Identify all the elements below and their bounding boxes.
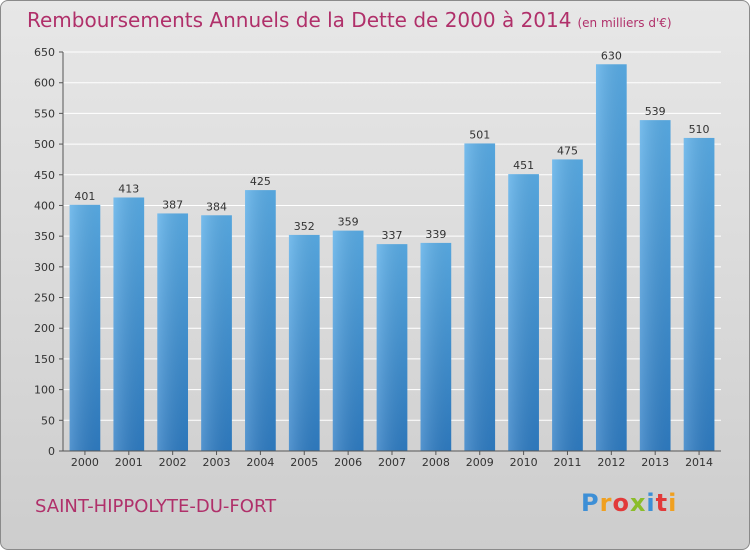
logo-letter: t [655, 489, 669, 517]
value-label-2009: 501 [469, 128, 490, 141]
x-tick-label: 2002 [159, 456, 187, 469]
x-tick-label: 2012 [597, 456, 625, 469]
value-label-2002: 387 [162, 198, 183, 211]
chart-unit-note: (en milliers d'€) [577, 16, 672, 30]
value-label-2000: 401 [74, 190, 95, 203]
y-tick-label: 350 [34, 230, 55, 243]
x-tick-label: 2006 [334, 456, 362, 469]
value-label-2003: 384 [206, 200, 227, 213]
x-tick-label: 2009 [466, 456, 494, 469]
value-label-2013: 539 [645, 105, 666, 118]
y-tick-labels: 0 50 100 150 200 250 300 350 400 450 500 550 600 650 [34, 46, 55, 458]
y-tick-label: 150 [34, 353, 55, 366]
bar-shine-2007 [376, 244, 408, 451]
y-tick-label: 100 [34, 384, 55, 397]
bars [69, 64, 715, 452]
x-tick-label: 2011 [553, 456, 581, 469]
chart-title-text: Remboursements Annuels de la Dette de 20… [27, 8, 572, 32]
value-label-2006: 359 [338, 216, 359, 229]
value-label-2001: 413 [118, 182, 139, 195]
bar-shine-2001 [113, 197, 145, 451]
bar-shine-2004 [245, 190, 276, 451]
x-tick-label: 2004 [246, 456, 274, 469]
y-tick-label: 450 [34, 169, 55, 182]
bar-shine-2005 [288, 234, 320, 451]
y-tick-label: 500 [34, 138, 55, 151]
bar-shine-2000 [69, 204, 101, 451]
value-label-2011: 475 [557, 144, 578, 157]
y-tick-label: 50 [41, 414, 55, 427]
x-tick-label: 2014 [685, 456, 713, 469]
x-tick-label: 2013 [641, 456, 669, 469]
x-tick-label: 2000 [71, 456, 99, 469]
y-tick-label: 0 [48, 445, 55, 458]
value-label-2014: 510 [689, 123, 710, 136]
value-label-2004: 425 [250, 175, 271, 188]
chart-title: Remboursements Annuels de la Dette de 20… [27, 8, 672, 32]
value-label-2007: 337 [382, 229, 403, 242]
x-tick-label: 2010 [510, 456, 538, 469]
logo-letter: x [629, 489, 647, 517]
y-tick-label: 200 [34, 322, 55, 335]
value-label-2005: 352 [294, 220, 315, 233]
bar-shine-2010 [508, 174, 539, 451]
logo-letter: i [668, 489, 678, 517]
y-tick-label: 600 [34, 77, 55, 90]
bar-shine-2002 [157, 213, 189, 451]
x-tick-label: 2001 [115, 456, 143, 469]
x-tick-label: 2007 [378, 456, 406, 469]
bar-shine-2011 [552, 159, 583, 451]
logo-letter: r [599, 489, 613, 517]
logo-letter: P [581, 489, 600, 517]
value-label-2012: 630 [601, 49, 622, 62]
bar-shine-2009 [464, 143, 496, 451]
bar-shine-2008 [420, 242, 452, 451]
x-tick-label: 2003 [203, 456, 231, 469]
y-tick-label: 650 [34, 46, 55, 59]
bar-shine-2003 [201, 215, 232, 451]
y-tick-label: 300 [34, 261, 55, 274]
value-label-2010: 451 [513, 159, 534, 172]
logo-letter: o [612, 489, 630, 517]
bar-shine-2006 [332, 230, 364, 451]
logo-letter: i [646, 489, 656, 517]
y-tick-label: 250 [34, 292, 55, 305]
commune-name: SAINT-HIPPOLYTE-DU-FORT [35, 496, 277, 517]
bar-shine-2014 [683, 137, 715, 451]
x-tick-label: 2005 [290, 456, 318, 469]
y-tick-label: 550 [34, 107, 55, 120]
value-label-2008: 339 [425, 228, 446, 241]
y-tick-label: 400 [34, 199, 55, 212]
bar-shine-2013 [639, 120, 671, 451]
x-tick-label: 2008 [422, 456, 450, 469]
axes [59, 51, 721, 455]
bar-shine-2012 [595, 64, 627, 452]
proxiti-logo: Proxiti [581, 489, 677, 517]
x-tick-labels: 2000 2001 2002 2003 2004 2005 2006 2007 2008 2009… [71, 456, 713, 469]
value-labels: 401 413 387 384 425 352 359 337 339 501 451 475 630 5… [74, 49, 709, 242]
